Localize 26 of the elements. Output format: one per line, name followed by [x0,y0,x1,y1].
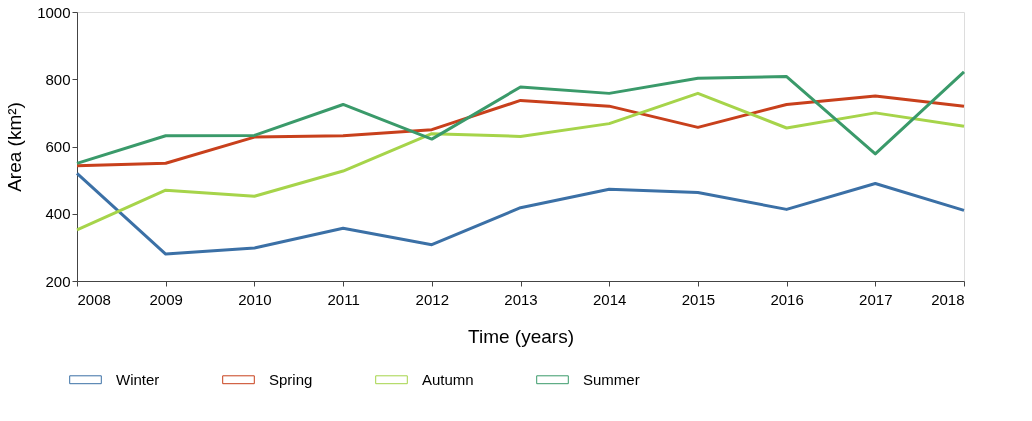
x-tick-label: 2012 [415,290,449,308]
legend-label: Autumn [422,370,474,388]
x-tick-label: 2017 [859,290,893,308]
legend-label: Summer [583,370,640,388]
x-axis-title: Time (years) [468,325,574,347]
x-tick-label: 2010 [238,290,272,308]
legend-label: Spring [269,370,313,388]
y-axis-title: Area (km²) [4,102,26,192]
y-tick-label: 600 [45,138,71,155]
line-series [75,91,966,232]
x-tick-label: 2011 [327,290,360,308]
y-tick-label: 200 [45,272,71,290]
x-tick-label: 2016 [770,290,804,308]
line-series [75,70,966,165]
x-tick-label: 2018 [931,290,965,308]
line-series [75,171,966,256]
x-tick-label: 2013 [504,290,538,308]
x-tick-label: 2015 [681,290,716,308]
x-tick-label: 2014 [593,290,627,308]
legend-label: Winter [116,370,160,388]
y-tick-label: 400 [45,205,71,223]
line-series [75,94,966,168]
y-tick-label: 1000 [37,3,71,21]
x-tick-label: 2009 [149,290,183,308]
x-tick-label: 2008 [77,290,111,308]
y-tick-label: 800 [45,70,71,88]
